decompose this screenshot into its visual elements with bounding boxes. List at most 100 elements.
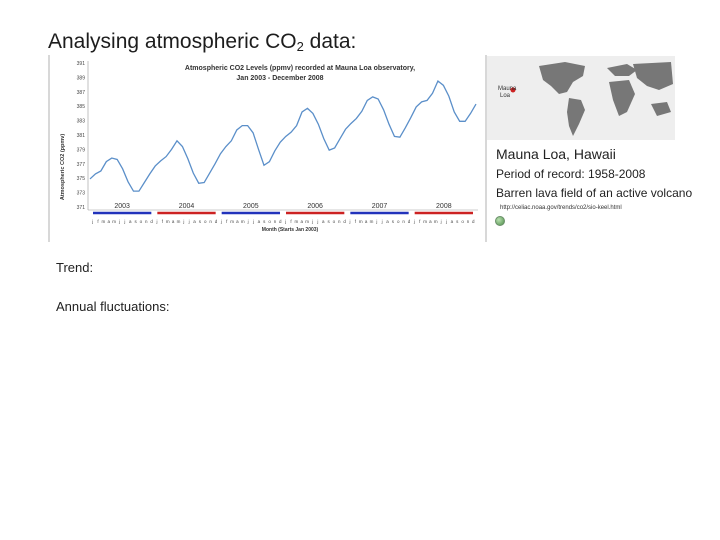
month-tick-label: j <box>156 219 158 224</box>
world-map-image: Mauna Loa <box>487 56 675 140</box>
month-tick-label: m <box>177 219 181 224</box>
month-tick-label: o <box>461 219 464 224</box>
y-tick-label: 387 <box>77 90 86 96</box>
year-label: 2003 <box>114 203 130 210</box>
y-axis-label: Atmospheric CO2 (ppmv) <box>60 134 66 200</box>
y-tick-label: 371 <box>77 205 86 211</box>
asia-shape <box>633 62 673 90</box>
month-tick-label: f <box>290 219 292 224</box>
month-tick-label: f <box>162 219 164 224</box>
location-marker-icon <box>510 87 516 93</box>
month-tick-label: a <box>322 219 325 224</box>
month-tick-label: a <box>429 219 432 224</box>
month-tick-label: m <box>305 219 309 224</box>
map-label-line2: Loa <box>500 93 511 99</box>
month-tick-label: a <box>236 219 239 224</box>
europe-shape <box>607 64 637 76</box>
year-label: 2005 <box>243 203 259 210</box>
month-tick-label: n <box>402 219 405 224</box>
month-tick-label: d <box>472 219 475 224</box>
month-tick-label: o <box>333 219 336 224</box>
month-tick-label: j <box>284 219 286 224</box>
month-tick-label: m <box>434 219 438 224</box>
australia-shape <box>651 102 671 116</box>
month-tick-label: m <box>102 219 106 224</box>
month-tick-label: n <box>145 219 148 224</box>
month-tick-label: a <box>451 219 454 224</box>
month-tick-label: j <box>91 219 93 224</box>
north-america-shape <box>539 62 585 94</box>
month-tick-label: j <box>445 219 447 224</box>
month-tick-label: a <box>258 219 261 224</box>
title-end: data: <box>303 30 357 53</box>
month-tick-label: n <box>467 219 470 224</box>
y-tick-label: 381 <box>77 133 86 139</box>
month-tick-label: j <box>220 219 222 224</box>
month-tick-label: s <box>456 219 459 224</box>
month-tick-label: a <box>108 219 111 224</box>
month-tick-label: j <box>316 219 318 224</box>
y-tick-label: 385 <box>77 104 86 110</box>
period-of-record: Period of record: 1958-2008 <box>496 167 646 181</box>
site-description: Barren lava field of an active volcano <box>496 186 693 200</box>
month-tick-label: j <box>247 219 249 224</box>
month-tick-label: d <box>343 219 346 224</box>
month-tick-label: n <box>338 219 341 224</box>
chart-subtitle: Jan 2003 - December 2008 <box>236 75 323 82</box>
year-label: 2008 <box>436 203 452 210</box>
month-tick-label: o <box>204 219 207 224</box>
x-axis-label: Month (Starts Jan 2003) <box>262 227 319 233</box>
location-title: Mauna Loa, Hawaii <box>496 146 616 162</box>
month-tick-label: j <box>252 219 254 224</box>
month-tick-label: s <box>327 219 330 224</box>
month-tick-label: a <box>193 219 196 224</box>
south-america-shape <box>567 98 585 136</box>
month-tick-label: j <box>182 219 184 224</box>
source-link[interactable]: http://celiac.noaa.gov/trends/co2/sio-ke… <box>500 205 622 211</box>
y-tick-label: 377 <box>77 162 86 168</box>
year-label: 2006 <box>307 203 323 210</box>
month-tick-label: j <box>188 219 190 224</box>
y-tick-label: 383 <box>77 119 86 125</box>
co2-chart: Atmospheric CO2 (ppmv) Atmospheric CO2 L… <box>48 55 487 242</box>
month-tick-label: o <box>140 219 143 224</box>
chart-svg: Atmospheric CO2 (ppmv) Atmospheric CO2 L… <box>60 61 478 233</box>
month-tick-label: j <box>311 219 313 224</box>
month-tick-label: j <box>118 219 120 224</box>
month-tick-label: j <box>349 219 351 224</box>
month-tick-label: m <box>230 219 234 224</box>
month-tick-label: j <box>413 219 415 224</box>
chart-title: Atmospheric CO2 Levels (ppmv) recorded a… <box>185 65 415 72</box>
month-tick-label: j <box>381 219 383 224</box>
month-tick-label: n <box>274 219 277 224</box>
month-tick-label: a <box>129 219 132 224</box>
month-tick-label: m <box>295 219 299 224</box>
month-tick-label: j <box>440 219 442 224</box>
month-tick-label: s <box>263 219 266 224</box>
month-tick-label: d <box>150 219 153 224</box>
year-label: 2004 <box>179 203 195 210</box>
year-label: 2007 <box>372 203 388 210</box>
y-tick-label: 375 <box>77 176 86 182</box>
title-main: Analysing atmospheric CO <box>48 30 297 53</box>
y-tick-label: 373 <box>77 191 86 197</box>
month-tick-label: a <box>386 219 389 224</box>
month-tick-label: n <box>209 219 212 224</box>
month-tick-label: f <box>226 219 228 224</box>
month-tick-label: m <box>423 219 427 224</box>
month-tick-label: a <box>365 219 368 224</box>
month-tick-label: d <box>279 219 282 224</box>
month-tick-label: m <box>166 219 170 224</box>
annual-fluctuations-prompt: Annual fluctuations: <box>56 299 170 314</box>
month-tick-label: a <box>301 219 304 224</box>
month-tick-label: s <box>199 219 202 224</box>
month-tick-label: o <box>268 219 271 224</box>
y-tick-label: 379 <box>77 147 86 153</box>
month-tick-label: a <box>172 219 175 224</box>
co2-series-line <box>89 79 477 192</box>
africa-shape <box>609 80 635 116</box>
y-axis-label-group: Atmospheric CO2 (ppmv) <box>60 134 66 200</box>
month-tick-label: m <box>112 219 116 224</box>
month-tick-label: s <box>392 219 395 224</box>
month-tick-label: j <box>123 219 125 224</box>
